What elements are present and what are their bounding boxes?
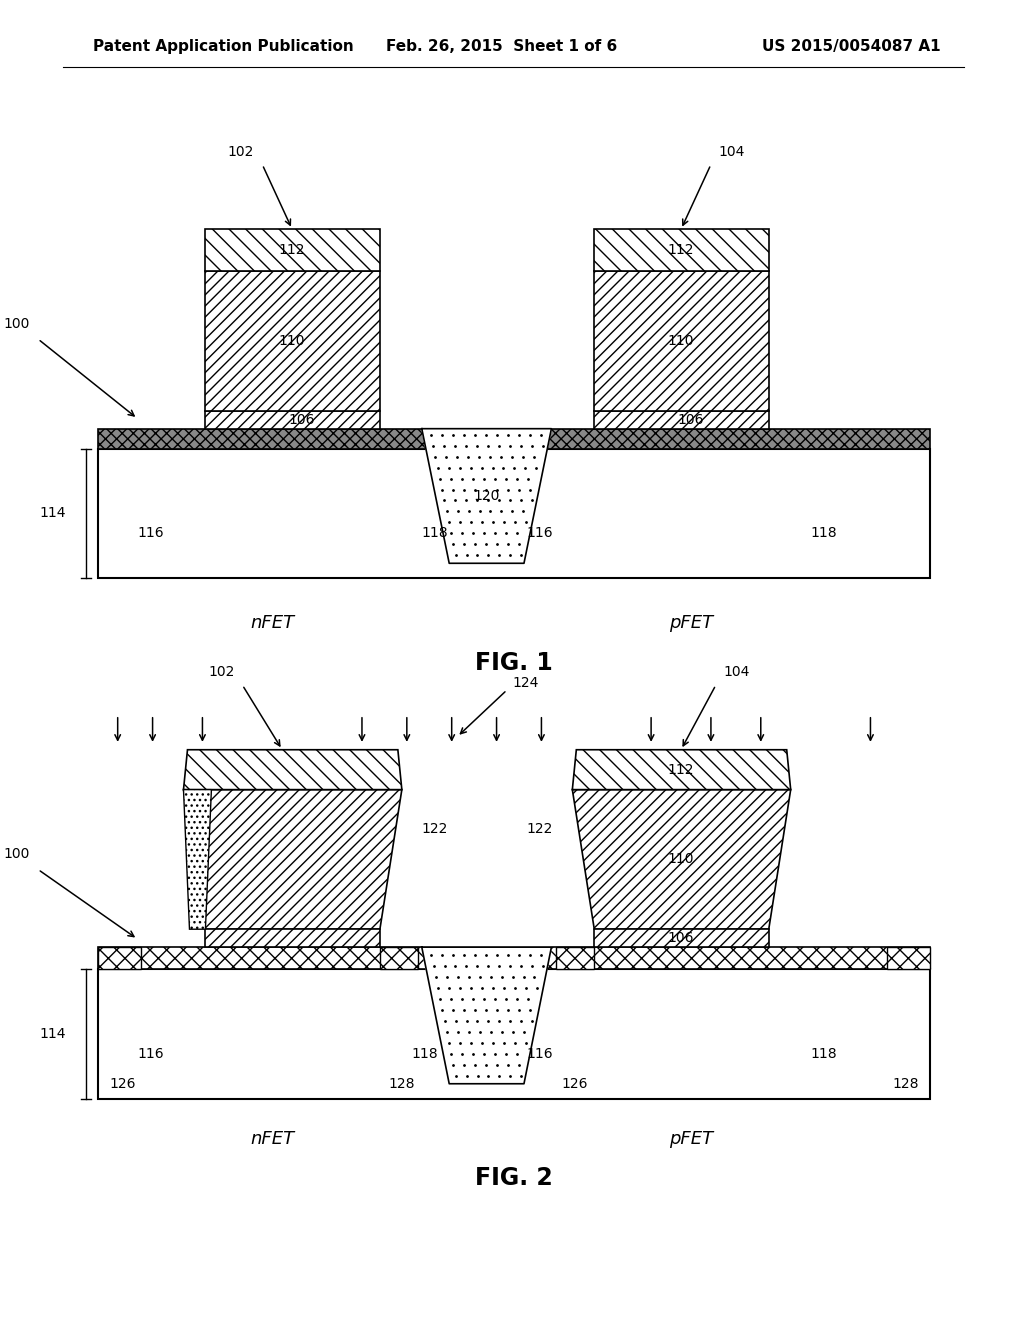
Polygon shape: [183, 789, 401, 929]
Bar: [888, 948, 930, 969]
Polygon shape: [572, 750, 791, 789]
Text: pFET: pFET: [669, 614, 713, 632]
Text: 116: 116: [137, 527, 164, 540]
Text: 120: 120: [473, 490, 500, 503]
Polygon shape: [422, 429, 551, 564]
Text: 126: 126: [561, 1077, 588, 1090]
Bar: [206, 929, 380, 948]
Text: 118: 118: [810, 1047, 837, 1061]
Bar: [97, 449, 930, 578]
Text: 118: 118: [412, 1047, 438, 1061]
Text: 104: 104: [724, 665, 751, 678]
Polygon shape: [422, 948, 551, 1084]
Polygon shape: [572, 789, 791, 929]
Text: Feb. 26, 2015  Sheet 1 of 6: Feb. 26, 2015 Sheet 1 of 6: [386, 40, 617, 54]
Bar: [380, 948, 418, 969]
Bar: [97, 429, 930, 449]
Text: 110: 110: [279, 334, 305, 348]
Text: pFET: pFET: [669, 1130, 713, 1147]
Text: 128: 128: [388, 1077, 415, 1090]
Bar: [594, 230, 769, 271]
Text: 116: 116: [137, 1047, 164, 1061]
Text: 114: 114: [39, 1027, 66, 1041]
Bar: [206, 230, 380, 271]
Bar: [97, 948, 140, 969]
Text: 126: 126: [110, 1077, 136, 1090]
Text: FIG. 1: FIG. 1: [475, 651, 552, 675]
Text: 106: 106: [678, 413, 705, 426]
Text: 122: 122: [422, 822, 449, 837]
Text: 104: 104: [719, 144, 745, 158]
Text: nFET: nFET: [250, 1130, 294, 1147]
Text: 114: 114: [39, 507, 66, 520]
Text: 128: 128: [892, 1077, 919, 1090]
Text: 112: 112: [279, 243, 305, 257]
Text: 116: 116: [526, 1047, 553, 1061]
Bar: [594, 929, 769, 948]
Text: 102: 102: [228, 144, 254, 158]
Text: 100: 100: [3, 317, 30, 331]
Text: 110: 110: [668, 334, 694, 348]
Bar: [594, 271, 769, 411]
Text: 106: 106: [668, 931, 694, 945]
Text: 110: 110: [668, 853, 694, 866]
Text: 106: 106: [289, 413, 315, 426]
Text: Patent Application Publication: Patent Application Publication: [93, 40, 353, 54]
Text: 118: 118: [422, 527, 449, 540]
Text: 102: 102: [208, 665, 234, 678]
Text: 122: 122: [526, 822, 552, 837]
Polygon shape: [183, 789, 211, 929]
Text: US 2015/0054087 A1: US 2015/0054087 A1: [762, 40, 940, 54]
Text: 100: 100: [3, 847, 30, 862]
Text: 112: 112: [668, 243, 694, 257]
Text: 118: 118: [810, 527, 837, 540]
Polygon shape: [183, 750, 401, 789]
Bar: [206, 271, 380, 411]
Text: FIG. 2: FIG. 2: [475, 1167, 552, 1191]
Text: nFET: nFET: [250, 614, 294, 632]
Bar: [556, 948, 594, 969]
Bar: [97, 948, 930, 969]
Text: 112: 112: [668, 763, 694, 776]
Text: 124: 124: [512, 676, 539, 690]
Text: 116: 116: [526, 527, 553, 540]
Bar: [594, 411, 769, 429]
Bar: [206, 411, 380, 429]
Bar: [97, 969, 930, 1098]
